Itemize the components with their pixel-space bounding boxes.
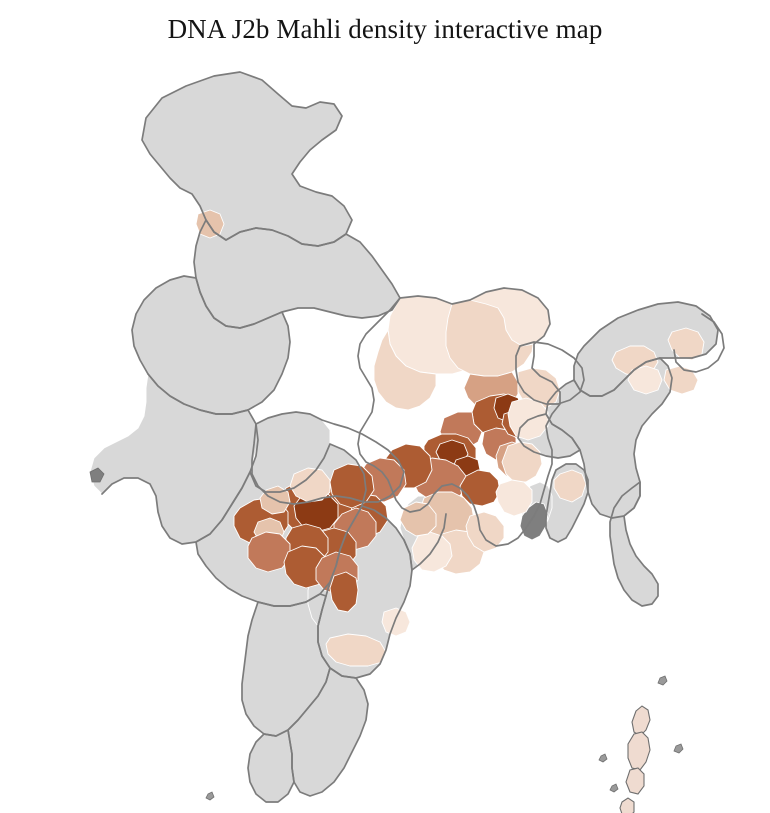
india-choropleth-map[interactable] <box>0 46 770 813</box>
map-layer-no-data <box>89 71 719 803</box>
page-title: DNA J2b Mahli density interactive map <box>167 14 603 44</box>
region-lakshadweep-speck[interactable] <box>205 791 215 801</box>
region-mp-tail[interactable] <box>329 571 359 613</box>
region-mp-north-light[interactable] <box>289 467 331 503</box>
region-uttar-pradesh-south[interactable] <box>373 329 437 411</box>
region-west-bengal-coastal[interactable] <box>495 479 533 517</box>
region-odisha-coastal[interactable] <box>465 511 505 553</box>
region-west-bengal-north[interactable] <box>517 367 561 409</box>
region-jammu-kashmir[interactable] <box>195 209 225 239</box>
region-telangana[interactable] <box>325 633 387 667</box>
region-assam-central[interactable] <box>627 365 663 395</box>
region-mp-southwest[interactable] <box>247 531 291 573</box>
region-odisha-west[interactable] <box>399 501 437 537</box>
region-andaman-nicobar-islands[interactable] <box>598 675 684 813</box>
region-andhra-coastal[interactable] <box>381 607 411 637</box>
map-layer-state-borders <box>101 71 725 803</box>
region-west-bengal-west[interactable] <box>459 469 501 507</box>
map-layer-shaded[interactable] <box>166 209 705 813</box>
map-canvas[interactable] <box>0 46 770 813</box>
region-tripura[interactable] <box>553 469 587 503</box>
region-west-bengal-delta[interactable] <box>501 441 543 483</box>
region-assam-north[interactable] <box>663 365 699 395</box>
